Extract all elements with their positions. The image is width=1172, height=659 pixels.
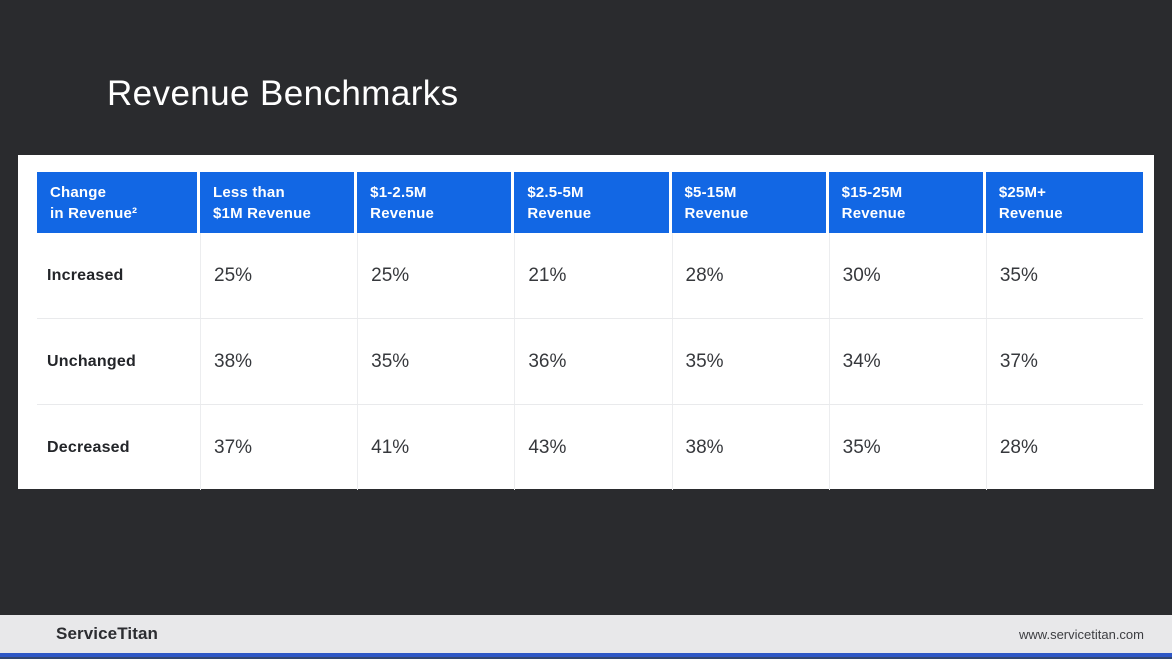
table-cell: 25% [200, 233, 357, 318]
table-cell: 36% [514, 319, 671, 404]
header-cell-less-than-1m: Less than $1M Revenue [200, 172, 358, 233]
servicetitan-logo: ServiceTitan [56, 624, 158, 643]
table-cell: 21% [514, 233, 671, 318]
row-label: Increased [47, 266, 124, 284]
page-title: Revenue Benchmarks [107, 74, 459, 113]
table-cell: 37% [985, 319, 1143, 404]
header-cell-25m-plus: $25M+ Revenue [985, 172, 1143, 233]
table-header-row: Change in Revenue² Less than $1M Revenue… [37, 172, 1143, 233]
table-row-increased: Increased 25% 25% 21% 28% 30% 35% [37, 233, 1143, 318]
header-cell-label: Change in Revenue² [50, 183, 138, 222]
footer-bar: ServiceTitan www.servicetitan.com [0, 615, 1172, 653]
header-cell-5-15m: $5-15M Revenue [671, 172, 829, 233]
table-cell: 35% [357, 319, 514, 404]
header-cell-label: $5-15M Revenue [684, 183, 749, 222]
header-cell-15-25m: $15-25M Revenue [828, 172, 986, 233]
header-cell-label: $25M+ Revenue [998, 183, 1063, 222]
table-cell: 35% [671, 319, 829, 404]
table-cell: 37% [200, 405, 357, 490]
table-cell: 25% [357, 233, 514, 318]
revenue-benchmarks-table: Change in Revenue² Less than $1M Revenue… [37, 172, 1143, 490]
header-cell-2-5-5m: $2.5-5M Revenue [514, 172, 672, 233]
header-cell-label: Less than $1M Revenue [213, 183, 312, 222]
table-cell: 35% [828, 405, 986, 490]
bottom-accent-bar [0, 653, 1172, 659]
table-cell: 38% [671, 405, 829, 490]
table-cell: 41% [357, 405, 514, 490]
table-cell: 28% [671, 233, 829, 318]
row-label: Decreased [47, 438, 130, 456]
header-cell-label: $2.5-5M Revenue [527, 183, 592, 222]
row-label: Unchanged [47, 352, 136, 370]
table-cell: 28% [985, 405, 1143, 490]
table-cell: 35% [985, 233, 1143, 318]
table-row-decreased: Decreased 37% 41% 43% 38% 35% 28% [37, 404, 1143, 490]
table-cell: 30% [828, 233, 986, 318]
table-cell: 43% [514, 405, 671, 490]
table-row-unchanged: Unchanged 38% 35% 36% 35% 34% 37% [37, 318, 1143, 404]
benchmarks-table-card: Change in Revenue² Less than $1M Revenue… [18, 155, 1154, 490]
header-cell-label: $15-25M Revenue [841, 183, 906, 222]
header-cell-1-2-5m: $1-2.5M Revenue [357, 172, 515, 233]
header-cell-label: $1-2.5M Revenue [370, 183, 435, 222]
table-cell: 38% [200, 319, 357, 404]
footer-url: www.servicetitan.com [1019, 626, 1144, 642]
table-cell: 34% [828, 319, 986, 404]
header-cell-change-in-revenue: Change in Revenue² [37, 172, 200, 233]
